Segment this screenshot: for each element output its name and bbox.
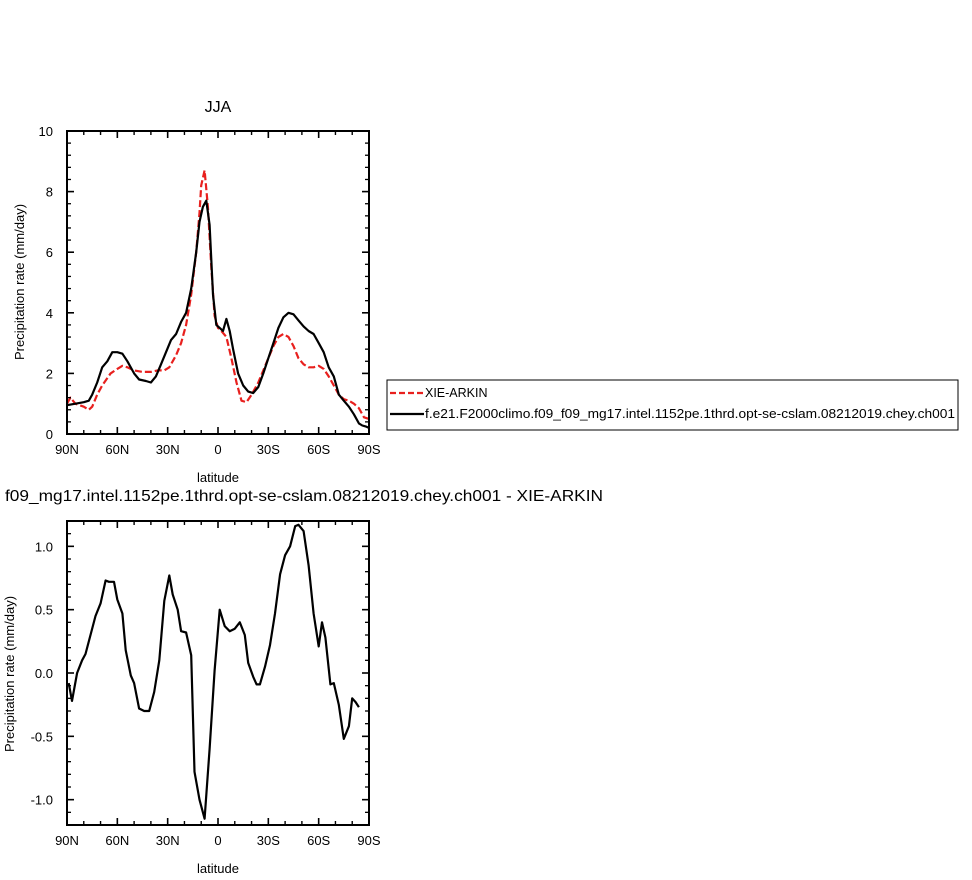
top-x-tick-label: 90N: [55, 442, 79, 457]
bottom-plot-marks: [67, 523, 360, 820]
top-x-axis-label: latitude: [197, 470, 239, 485]
top-series-line-0: [66, 169, 370, 420]
legend: XIE-ARKIN f.e21.F2000climo.f09_f09_mg17.…: [386, 379, 959, 431]
top-x-tick-label: 60N: [105, 442, 129, 457]
bottom-y-tick-label: -0.5: [31, 729, 53, 744]
bottom-series-line-0: [67, 523, 360, 820]
bottom-x-tick-label: 30N: [156, 833, 180, 848]
top-y-axis-label: Precipitation rate (mm/day): [12, 204, 27, 360]
top-y-tick-label: 6: [46, 245, 53, 260]
bottom-y-tick-label: 1.0: [35, 539, 53, 554]
top-chart-title: JJA: [205, 99, 232, 116]
top-y-tick-label: 8: [46, 185, 53, 200]
bottom-x-tick-label: 90S: [357, 833, 380, 848]
top-series-line-1: [66, 199, 370, 429]
top-plot-frame: [66, 130, 370, 435]
bottom-x-axis-label: latitude: [197, 861, 239, 876]
bottom-panel: f09_mg17.intel.1152pe.1thrd.opt-se-cslam…: [2, 488, 603, 876]
top-plot-marks: [66, 169, 370, 429]
top-y-tick-label: 2: [46, 366, 53, 381]
top-x-tick-label: 60S: [307, 442, 330, 457]
bottom-chart-title: f09_mg17.intel.1152pe.1thrd.opt-se-cslam…: [5, 488, 603, 505]
bottom-plot-frame: [66, 520, 370, 826]
bottom-x-tick-label: 0: [214, 833, 221, 848]
bottom-axes: 90N 60N 30N 0 30S 60S 90S -1.0 -0.5 0.0 0.5 1.0: [31, 520, 381, 848]
bottom-x-tick-label: 60S: [307, 833, 330, 848]
top-x-tick-label: 90S: [357, 442, 380, 457]
bottom-y-tick-label: -1.0: [31, 793, 53, 808]
top-y-tick-label: 10: [39, 124, 53, 139]
legend-label-xie-arkin: XIE-ARKIN: [425, 386, 488, 400]
top-axes: 90N 60N 30N 0 30S 60S 90S 0 2 4 6 8 10: [39, 124, 381, 457]
bottom-x-tick-label: 60N: [105, 833, 129, 848]
bottom-x-tick-label: 90N: [55, 833, 79, 848]
top-y-tick-label: 0: [46, 427, 53, 442]
bottom-x-tick-label: 30S: [257, 833, 280, 848]
top-x-tick-label: 0: [214, 442, 221, 457]
bottom-y-tick-label: 0.0: [35, 666, 53, 681]
bottom-y-tick-label: 0.5: [35, 603, 53, 618]
top-y-tick-label: 4: [46, 306, 53, 321]
top-x-tick-label: 30N: [156, 442, 180, 457]
legend-box: [386, 379, 959, 431]
top-x-tick-label: 30S: [257, 442, 280, 457]
legend-label-model: f.e21.F2000climo.f09_f09_mg17.intel.1152…: [425, 407, 955, 421]
bottom-y-axis-label: Precipitation rate (mm/day): [2, 596, 17, 752]
